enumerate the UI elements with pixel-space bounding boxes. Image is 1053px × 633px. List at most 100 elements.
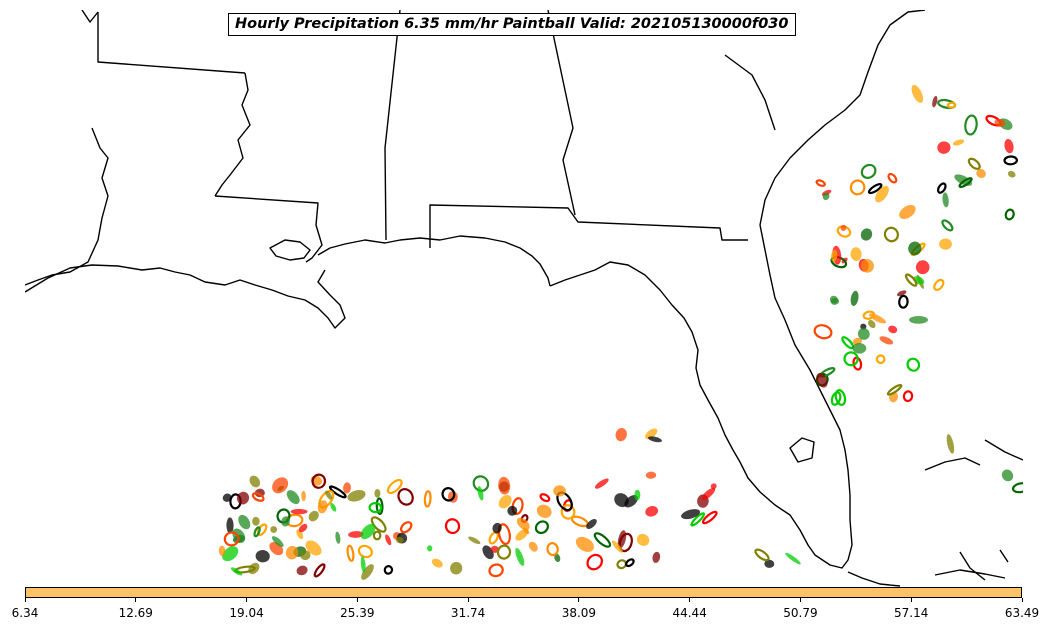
precipitation-blob	[946, 101, 957, 109]
precipitation-blob	[253, 526, 261, 538]
precipitation-blob	[536, 504, 552, 518]
precipitation-blob	[441, 487, 456, 502]
lake-pontchartrain	[269, 239, 311, 261]
state-border-al-ga	[547, 10, 576, 216]
precipitation-blob	[932, 95, 938, 108]
precipitation-blob	[300, 550, 311, 561]
precipitation-blob	[497, 523, 511, 545]
precipitation-blob	[516, 517, 530, 531]
precipitation-blob	[498, 476, 511, 495]
colorbar-tick-label: 25.39	[340, 606, 375, 620]
precipitation-blob	[539, 493, 551, 503]
precipitation-blob	[830, 391, 842, 406]
precipitation-blob	[875, 185, 889, 203]
precipitation-blob	[933, 278, 945, 291]
precipitation-blob	[218, 545, 226, 557]
colorbar-tick-label: 38.09	[561, 606, 597, 620]
precipitation-blob	[850, 247, 862, 261]
precipitation-blob	[575, 536, 594, 552]
precipitation-blob	[883, 226, 899, 243]
colorbar-tick-label: 50.79	[783, 606, 818, 620]
precipitation-blob	[941, 219, 954, 232]
precipitation-blob	[477, 486, 484, 501]
precipitation-blob	[860, 163, 877, 179]
precipitation-blob	[397, 488, 414, 506]
precipitation-blob	[251, 492, 265, 502]
precipitation-blob	[904, 273, 918, 287]
precipitation-blob	[357, 544, 373, 559]
precipitation-blob	[325, 490, 333, 500]
precipitation-blob	[976, 168, 986, 179]
precipitation-blob	[958, 177, 973, 189]
state-border-la-ms	[214, 195, 323, 263]
state-border-ms-river	[214, 72, 251, 197]
precipitation-blob	[624, 495, 638, 508]
precipitation-blob	[617, 530, 627, 549]
precipitation-blob	[528, 541, 538, 552]
precipitation-blob	[645, 471, 657, 479]
precipitation-blob	[298, 523, 308, 533]
precipitation-blob	[615, 427, 627, 442]
precipitation-blob	[636, 533, 650, 546]
precipitation-blob	[472, 475, 490, 492]
precipitation-blob	[238, 514, 251, 530]
precipitation-blob	[305, 540, 322, 556]
colorbar-tick-label: 44.44	[672, 606, 707, 620]
precipitation-blob	[834, 389, 847, 406]
precipitation-blob	[226, 517, 234, 534]
precipitation-blob	[902, 390, 914, 403]
coastline-bahamas	[924, 439, 1023, 581]
precipitation-blob	[964, 114, 978, 136]
precipitation-blob	[360, 523, 376, 540]
precipitation-blob	[908, 241, 922, 256]
state-border-la-ar-west	[81, 10, 99, 23]
precipitation-blob	[764, 559, 775, 568]
precipitation-blob	[311, 473, 327, 489]
precipitation-blob	[383, 565, 394, 575]
precipitation-blob	[625, 558, 635, 568]
colorbar-tick-mark	[24, 598, 26, 602]
precipitation-blob	[270, 526, 278, 533]
precipitation-blob	[815, 179, 826, 187]
precipitation-blob	[840, 224, 847, 231]
colorbar-tick-label: 12.69	[118, 606, 153, 620]
precipitation-blob	[915, 260, 930, 275]
precipitation-blob	[348, 531, 364, 538]
coastline-la-west	[25, 127, 109, 286]
precipitation-blob	[843, 351, 859, 367]
precipitation-blob	[444, 518, 461, 535]
precipitation-blobs	[218, 84, 1023, 580]
precipitation-blob	[1007, 170, 1016, 178]
precipitation-blob	[317, 500, 328, 514]
colorbar	[25, 587, 1022, 598]
precipitation-blob	[1011, 482, 1023, 494]
coastline-fl-panhandle	[549, 224, 853, 569]
precipitation-blob	[427, 545, 433, 552]
precipitation-blob	[1001, 469, 1014, 482]
lake-okeechobee	[789, 437, 815, 463]
precipitation-blob	[860, 228, 873, 241]
precipitation-blob	[952, 139, 965, 146]
precipitation-blob	[301, 490, 306, 502]
coastline-mississippi-coast	[317, 235, 551, 287]
precipitation-blob	[868, 319, 876, 329]
precipitation-blob	[888, 325, 898, 334]
precipitation-blob	[374, 489, 381, 498]
precipitation-blob	[813, 324, 833, 340]
colorbar-tick-mark	[1021, 598, 1023, 602]
precipitation-blob	[328, 485, 347, 499]
precipitation-blob	[875, 354, 886, 365]
island-cuba-north	[934, 569, 1006, 579]
precipitation-blob	[994, 118, 1006, 127]
precipitation-blob	[360, 556, 366, 573]
precipitation-blob	[829, 295, 838, 304]
precipitation-blob	[911, 84, 924, 103]
precipitation-blob	[248, 562, 260, 575]
precipitation-blob	[546, 542, 559, 557]
precipitation-blob	[496, 544, 512, 560]
precipitation-blob	[296, 565, 308, 576]
precipitation-blob	[936, 182, 947, 194]
precipitation-blob	[343, 482, 351, 494]
precipitation-blob	[335, 531, 341, 544]
